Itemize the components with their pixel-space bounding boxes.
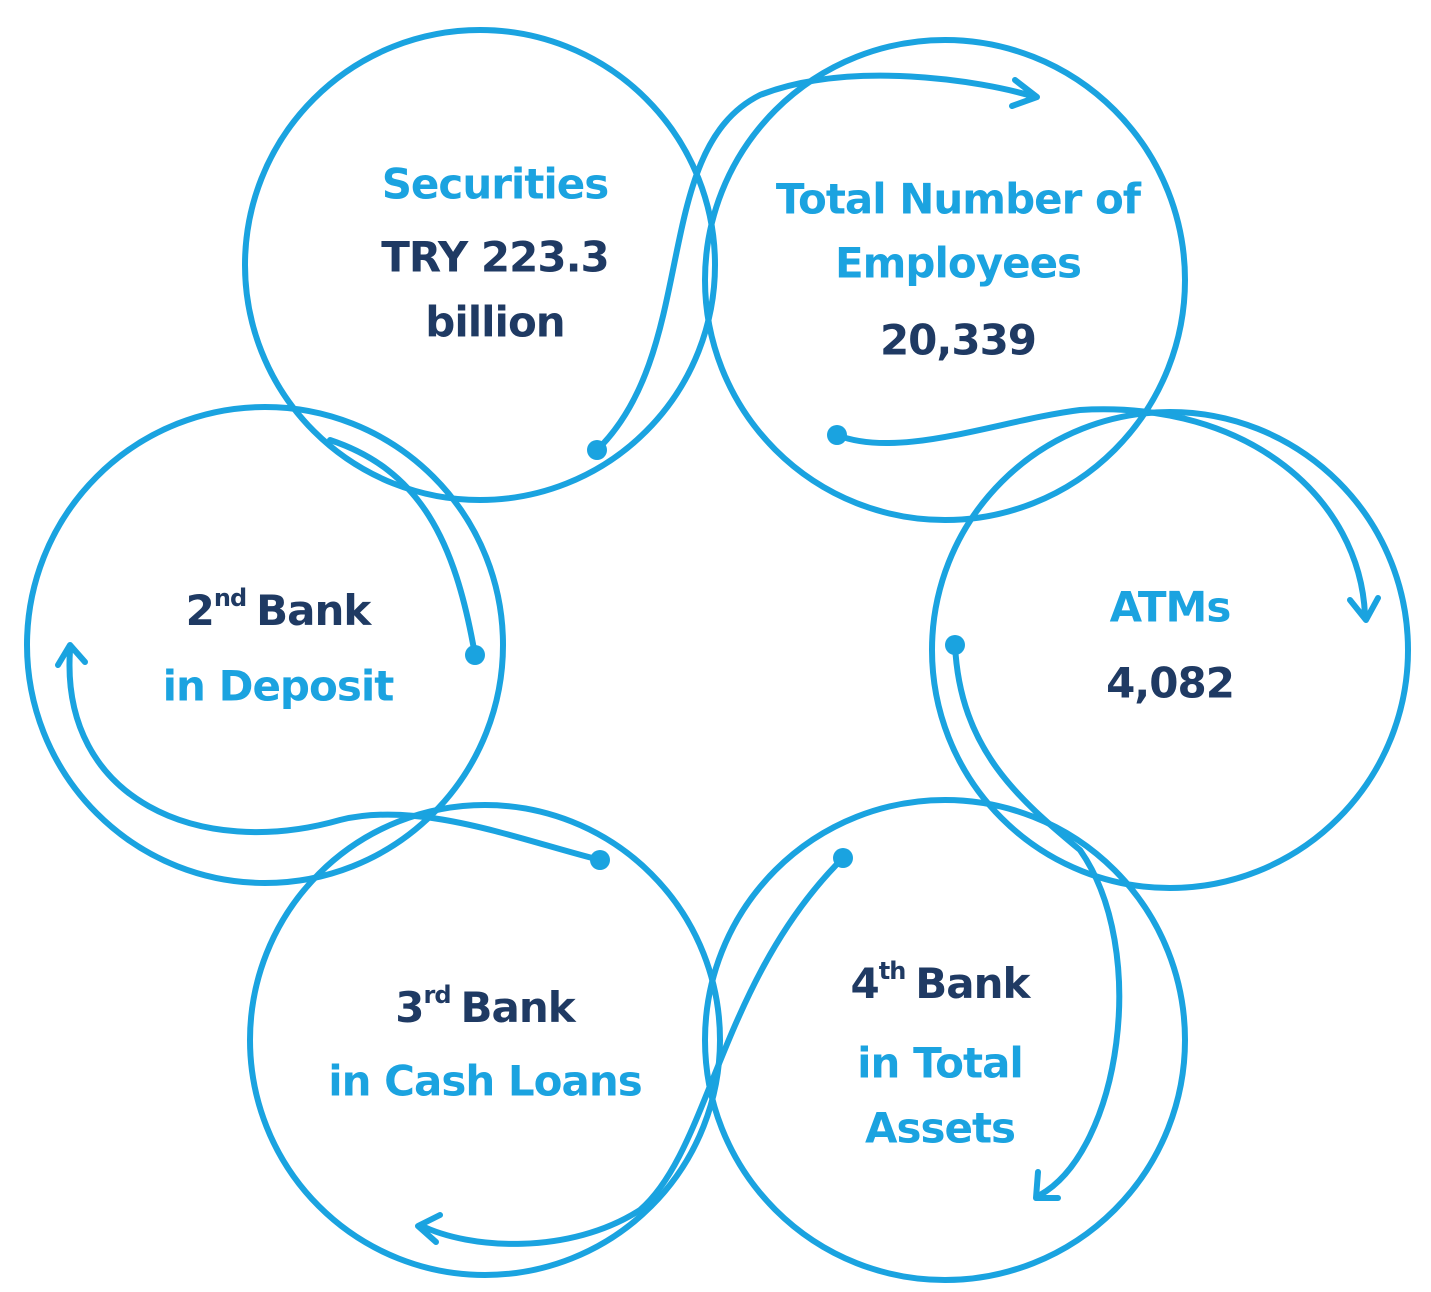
rank-text: Bank — [461, 983, 577, 1032]
node-title: in Cash Loans — [328, 1057, 641, 1106]
arrow-dot — [587, 440, 607, 460]
node-title: Assets — [865, 1104, 1015, 1153]
arrow — [415, 855, 846, 1247]
arrow-dot — [827, 425, 847, 445]
node-value: billion — [425, 298, 564, 347]
node-rank: 4th Bank — [851, 957, 1032, 1008]
rank-suffix: rd — [424, 981, 451, 1009]
arrow-dot — [590, 850, 610, 870]
node-title: Total Number of — [776, 175, 1142, 224]
arrows — [55, 72, 1381, 1247]
arrow — [55, 642, 603, 863]
arrow-dot — [945, 635, 965, 655]
rank-number: 4 — [851, 959, 879, 1008]
node-title: in Deposit — [163, 662, 395, 711]
node-value: 20,339 — [880, 316, 1036, 365]
node-rank: 2nd Bank — [186, 584, 373, 635]
circles — [24, 27, 1411, 1283]
circle — [24, 404, 506, 886]
circle — [929, 409, 1411, 891]
labels: Securities TRY 223.3 billion Total Numbe… — [163, 160, 1235, 1153]
node-rank: 3rd Bank — [395, 981, 577, 1032]
rank-number: 3 — [395, 983, 423, 1032]
arrow — [834, 406, 1381, 623]
circle — [242, 27, 718, 503]
rank-suffix: nd — [214, 584, 246, 612]
arrow — [594, 72, 1040, 453]
circle — [247, 802, 723, 1278]
node-value: TRY 223.3 — [381, 233, 609, 282]
arrow-dot — [833, 848, 853, 868]
rank-text: Bank — [256, 586, 372, 635]
node-title: in Total — [857, 1039, 1023, 1088]
node-value: 4,082 — [1106, 659, 1234, 708]
rank-text: Bank — [915, 959, 1031, 1008]
rank-number: 2 — [186, 586, 214, 635]
circle — [702, 797, 1188, 1283]
circle — [702, 37, 1188, 523]
arrow-dot — [465, 645, 485, 665]
rank-suffix: th — [879, 957, 906, 985]
arrow — [327, 437, 478, 658]
node-title: Employees — [835, 239, 1081, 288]
node-title: ATMs — [1110, 583, 1231, 632]
node-title: Securities — [382, 160, 609, 209]
arrow — [952, 642, 1123, 1201]
